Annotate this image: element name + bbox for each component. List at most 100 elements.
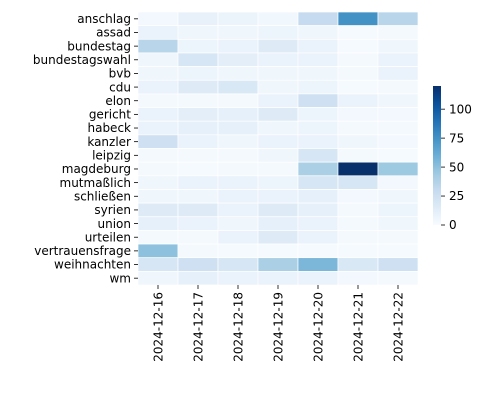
y-tick-label: union (98, 217, 132, 231)
heatmap-cell-kanzler-2024-12-22 (377, 134, 419, 149)
heatmap-cell-schließen-2024-12-19 (257, 189, 299, 204)
heatmap-cell-syrien-2024-12-18 (217, 202, 259, 218)
heatmap-cell-gericht-2024-12-16 (137, 107, 179, 122)
heatmap-cell-bundestagswahl-2024-12-21 (337, 52, 379, 67)
heatmap-cell-magdeburg-2024-12-16 (137, 161, 179, 177)
heatmap-cell-union-2024-12-21 (337, 216, 379, 231)
heatmap-cell-elon-2024-12-18 (217, 93, 259, 108)
colorbar-tick-label: 100 (449, 102, 472, 116)
heatmap-cell-leipzig-2024-12-22 (377, 148, 419, 163)
y-tick-label: bundestagswahl (33, 53, 131, 67)
heatmap-cell-anschlag-2024-12-16 (137, 11, 179, 26)
heatmap-cell-bundestagswahl-2024-12-18 (217, 52, 259, 67)
heatmap-cell-syrien-2024-12-22 (377, 202, 419, 218)
heatmap-cell-assad-2024-12-18 (217, 25, 259, 40)
heatmap-cell-magdeburg-2024-12-22 (377, 161, 419, 177)
heatmap-cell-habeck-2024-12-16 (137, 120, 179, 136)
heatmap-cell-wm-2024-12-16 (137, 271, 179, 286)
heatmap-cell-anschlag-2024-12-19 (257, 11, 299, 26)
heatmap-cell-cdu-2024-12-17 (177, 79, 219, 95)
heatmap-cell-gericht-2024-12-21 (337, 107, 379, 122)
heatmap-cell-habeck-2024-12-17 (177, 120, 219, 136)
y-tick-label: elon (105, 94, 131, 108)
heatmap-cell-vertrauensfrage-2024-12-17 (177, 243, 219, 259)
heatmap-cell-mutmaßlich-2024-12-22 (377, 175, 419, 190)
heatmap-cell-weihnachten-2024-12-16 (137, 257, 179, 272)
heatmap-cell-weihnachten-2024-12-20 (297, 257, 339, 272)
heatmap-cell-schließen-2024-12-16 (137, 189, 179, 204)
heatmap-cell-leipzig-2024-12-20 (297, 148, 339, 163)
heatmap-cell-bvb-2024-12-17 (177, 66, 219, 81)
heatmap-cell-wm-2024-12-17 (177, 271, 219, 286)
heatmap-cell-weihnachten-2024-12-22 (377, 257, 419, 272)
heatmap-cell-urteilen-2024-12-17 (177, 230, 219, 245)
heatmap-cell-bundestag-2024-12-22 (377, 38, 419, 54)
y-tick-label: kanzler (87, 135, 131, 149)
heatmap-cell-urteilen-2024-12-21 (337, 230, 379, 245)
heatmap-cell-magdeburg-2024-12-19 (257, 161, 299, 177)
heatmap-cell-anschlag-2024-12-17 (177, 11, 219, 26)
heatmap-cell-leipzig-2024-12-19 (257, 148, 299, 163)
heatmap-cell-kanzler-2024-12-21 (337, 134, 379, 149)
heatmap-cell-schließen-2024-12-18 (217, 189, 259, 204)
heatmap-cell-mutmaßlich-2024-12-21 (337, 175, 379, 190)
x-tick-label: 2024-12-18 (232, 292, 246, 362)
heatmap-cell-gericht-2024-12-19 (257, 107, 299, 122)
x-tick-label: 2024-12-20 (312, 292, 326, 362)
heatmap-cell-anschlag-2024-12-18 (217, 11, 259, 26)
heatmap-cell-habeck-2024-12-19 (257, 120, 299, 136)
heatmap-cell-elon-2024-12-22 (377, 93, 419, 108)
heatmap-cell-bvb-2024-12-22 (377, 66, 419, 81)
heatmap-cell-elon-2024-12-17 (177, 93, 219, 108)
colorbar-tick-label: 25 (449, 189, 464, 203)
heatmap-cell-leipzig-2024-12-18 (217, 148, 259, 163)
heatmap-cell-union-2024-12-22 (377, 216, 419, 231)
heatmap-cell-habeck-2024-12-21 (337, 120, 379, 136)
colorbar-gradient (433, 86, 441, 225)
colorbar-tick-label: 50 (449, 160, 464, 174)
heatmap-cell-magdeburg-2024-12-20 (297, 161, 339, 177)
heatmap-cell-assad-2024-12-19 (257, 25, 299, 40)
heatmap-cell-schließen-2024-12-17 (177, 189, 219, 204)
heatmap-cell-bundestag-2024-12-16 (137, 38, 179, 54)
y-tick-label: leipzig (92, 149, 131, 163)
heatmap-cell-urteilen-2024-12-22 (377, 230, 419, 245)
heatmap-cell-schließen-2024-12-20 (297, 189, 339, 204)
heatmap-cell-bundestagswahl-2024-12-20 (297, 52, 339, 67)
heatmap-cell-bundestag-2024-12-20 (297, 38, 339, 54)
heatmap-cell-vertrauensfrage-2024-12-18 (217, 243, 259, 259)
colorbar-tick-label: 0 (449, 218, 457, 232)
heatmap-cell-syrien-2024-12-16 (137, 202, 179, 218)
heatmap-cell-syrien-2024-12-17 (177, 202, 219, 218)
heatmap-cell-gericht-2024-12-17 (177, 107, 219, 122)
heatmap-cell-gericht-2024-12-20 (297, 107, 339, 122)
y-tick-label: urteilen (85, 230, 131, 244)
heatmap-cell-cdu-2024-12-16 (137, 79, 179, 95)
y-tick-label: vertrauensfrage (34, 244, 131, 258)
heatmap-cell-elon-2024-12-19 (257, 93, 299, 108)
y-tick-label: anschlag (77, 12, 131, 26)
heatmap-cell-bundestag-2024-12-21 (337, 38, 379, 54)
heatmap-cell-mutmaßlich-2024-12-19 (257, 175, 299, 190)
heatmap-cell-wm-2024-12-18 (217, 271, 259, 286)
heatmap-cell-leipzig-2024-12-17 (177, 148, 219, 163)
heatmap-cell-mutmaßlich-2024-12-17 (177, 175, 219, 190)
heatmap-cell-syrien-2024-12-19 (257, 202, 299, 218)
y-tick-label: weihnachten (54, 258, 131, 272)
heatmap-cell-elon-2024-12-16 (137, 93, 179, 108)
heatmap-cell-habeck-2024-12-20 (297, 120, 339, 136)
y-tick-label: bvb (109, 67, 131, 81)
heatmap-cell-vertrauensfrage-2024-12-22 (377, 243, 419, 259)
heatmap-cell-anschlag-2024-12-22 (377, 11, 419, 26)
heatmap-cell-magdeburg-2024-12-17 (177, 161, 219, 177)
heatmap-cell-elon-2024-12-21 (337, 93, 379, 108)
heatmap-cell-union-2024-12-18 (217, 216, 259, 231)
heatmap-cell-magdeburg-2024-12-21 (337, 161, 379, 177)
heatmap-cell-bundestagswahl-2024-12-16 (137, 52, 179, 67)
heatmap-cell-bundestagswahl-2024-12-17 (177, 52, 219, 67)
heatmap-cell-weihnachten-2024-12-19 (257, 257, 299, 272)
heatmap-cell-cdu-2024-12-22 (377, 79, 419, 95)
heatmap-cell-weihnachten-2024-12-18 (217, 257, 259, 272)
heatmap-cell-urteilen-2024-12-20 (297, 230, 339, 245)
heatmap-cell-kanzler-2024-12-20 (297, 134, 339, 149)
